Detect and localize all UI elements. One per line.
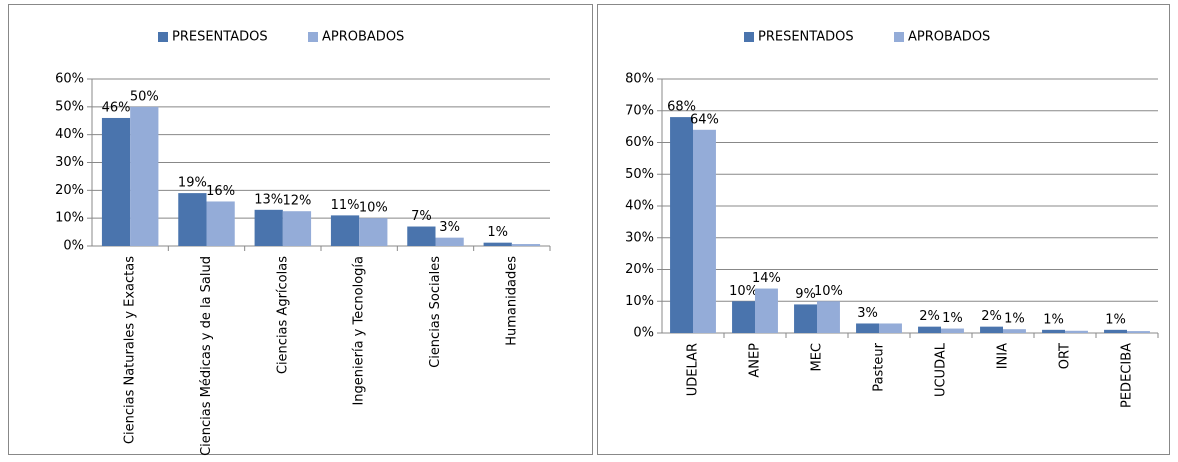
bar bbox=[817, 301, 840, 333]
value-label: 9% bbox=[795, 287, 816, 302]
value-label: 1% bbox=[942, 311, 963, 326]
y-tick-label: 0% bbox=[633, 326, 654, 341]
value-label: 7% bbox=[411, 209, 432, 224]
legend-swatch bbox=[308, 32, 318, 42]
x-tick-label: Humanidades bbox=[504, 256, 519, 346]
y-tick-label: 50% bbox=[55, 99, 84, 114]
value-label: 19% bbox=[178, 176, 207, 191]
bar bbox=[941, 328, 964, 333]
bar bbox=[856, 323, 879, 333]
bar bbox=[130, 106, 159, 246]
bar bbox=[693, 129, 716, 333]
x-tick-label: UCUDAL bbox=[934, 342, 949, 397]
bar bbox=[483, 242, 512, 246]
bar bbox=[1042, 329, 1065, 333]
bar bbox=[670, 117, 693, 333]
value-label: 10% bbox=[814, 284, 843, 299]
value-label: 68% bbox=[667, 100, 696, 115]
value-label: 50% bbox=[130, 89, 159, 104]
bar bbox=[794, 304, 817, 333]
y-tick-label: 40% bbox=[625, 199, 654, 214]
value-label: 1% bbox=[1043, 312, 1064, 327]
y-tick-label: 10% bbox=[55, 211, 84, 226]
value-label: 64% bbox=[690, 112, 719, 127]
value-label: 14% bbox=[752, 271, 781, 286]
bar bbox=[1065, 330, 1088, 333]
value-label: 16% bbox=[206, 184, 235, 199]
x-tick-label: ORT bbox=[1058, 343, 1073, 369]
bar bbox=[918, 326, 941, 333]
bar bbox=[1003, 329, 1026, 333]
bar bbox=[732, 301, 755, 333]
legend-label: APROBADOS bbox=[908, 30, 990, 45]
value-label: 3% bbox=[439, 220, 460, 235]
bar bbox=[254, 209, 283, 246]
value-label: 2% bbox=[919, 309, 940, 324]
x-tick-label: Ingeniería y Tecnología bbox=[352, 256, 367, 406]
bar bbox=[178, 193, 207, 246]
bar bbox=[511, 244, 541, 246]
bar bbox=[206, 201, 235, 246]
value-label: 1% bbox=[487, 225, 508, 240]
x-tick-label: Ciencias Agrícolas bbox=[275, 256, 290, 374]
x-tick-label: UDELAR bbox=[686, 343, 701, 396]
y-tick-label: 80% bbox=[625, 72, 654, 87]
value-label: 2% bbox=[981, 309, 1002, 324]
bar bbox=[359, 218, 388, 246]
value-label: 1% bbox=[1004, 312, 1025, 327]
legend-label: PRESENTADOS bbox=[172, 30, 268, 45]
bar bbox=[980, 326, 1003, 333]
y-tick-label: 60% bbox=[55, 72, 84, 87]
legend-label: PRESENTADOS bbox=[758, 30, 854, 45]
bar bbox=[1104, 329, 1127, 333]
legend-swatch bbox=[894, 32, 904, 42]
y-tick-label: 70% bbox=[625, 103, 654, 118]
y-tick-label: 60% bbox=[625, 135, 654, 150]
bar bbox=[879, 323, 902, 333]
x-tick-label: Pasteur bbox=[872, 342, 887, 391]
bar bbox=[407, 226, 436, 246]
bar bbox=[101, 117, 131, 246]
bar bbox=[330, 215, 360, 246]
bar bbox=[1127, 331, 1150, 333]
value-label: 10% bbox=[729, 284, 758, 299]
bar bbox=[435, 237, 464, 246]
y-tick-label: 30% bbox=[625, 230, 654, 245]
y-tick-label: 10% bbox=[625, 294, 654, 309]
y-tick-label: 30% bbox=[55, 155, 84, 170]
x-tick-label: INIA bbox=[996, 343, 1011, 369]
y-tick-label: 20% bbox=[625, 262, 654, 277]
x-tick-label: MEC bbox=[810, 343, 825, 372]
bar bbox=[282, 211, 312, 246]
legend-swatch bbox=[158, 32, 168, 42]
legend-swatch bbox=[744, 32, 754, 42]
value-label: 11% bbox=[331, 198, 360, 213]
bar bbox=[755, 288, 778, 333]
x-tick-label: Ciencias Naturales y Exactas bbox=[123, 256, 138, 444]
y-tick-label: 0% bbox=[63, 239, 84, 254]
y-tick-label: 40% bbox=[55, 127, 84, 142]
value-label: 13% bbox=[254, 192, 283, 207]
y-tick-label: 20% bbox=[55, 183, 84, 198]
legend-label: APROBADOS bbox=[322, 30, 404, 45]
value-label: 12% bbox=[283, 194, 312, 209]
value-label: 10% bbox=[359, 201, 388, 216]
x-tick-label: Ciencias Sociales bbox=[428, 256, 443, 368]
x-tick-label: ANEP bbox=[748, 343, 763, 378]
y-tick-label: 50% bbox=[625, 167, 654, 182]
value-label: 1% bbox=[1105, 312, 1126, 327]
value-label: 46% bbox=[102, 100, 131, 115]
x-tick-label: Ciencias Médicas y de la Salud bbox=[199, 256, 214, 456]
value-label: 3% bbox=[857, 306, 878, 321]
x-tick-label: PEDECIBA bbox=[1120, 343, 1135, 408]
